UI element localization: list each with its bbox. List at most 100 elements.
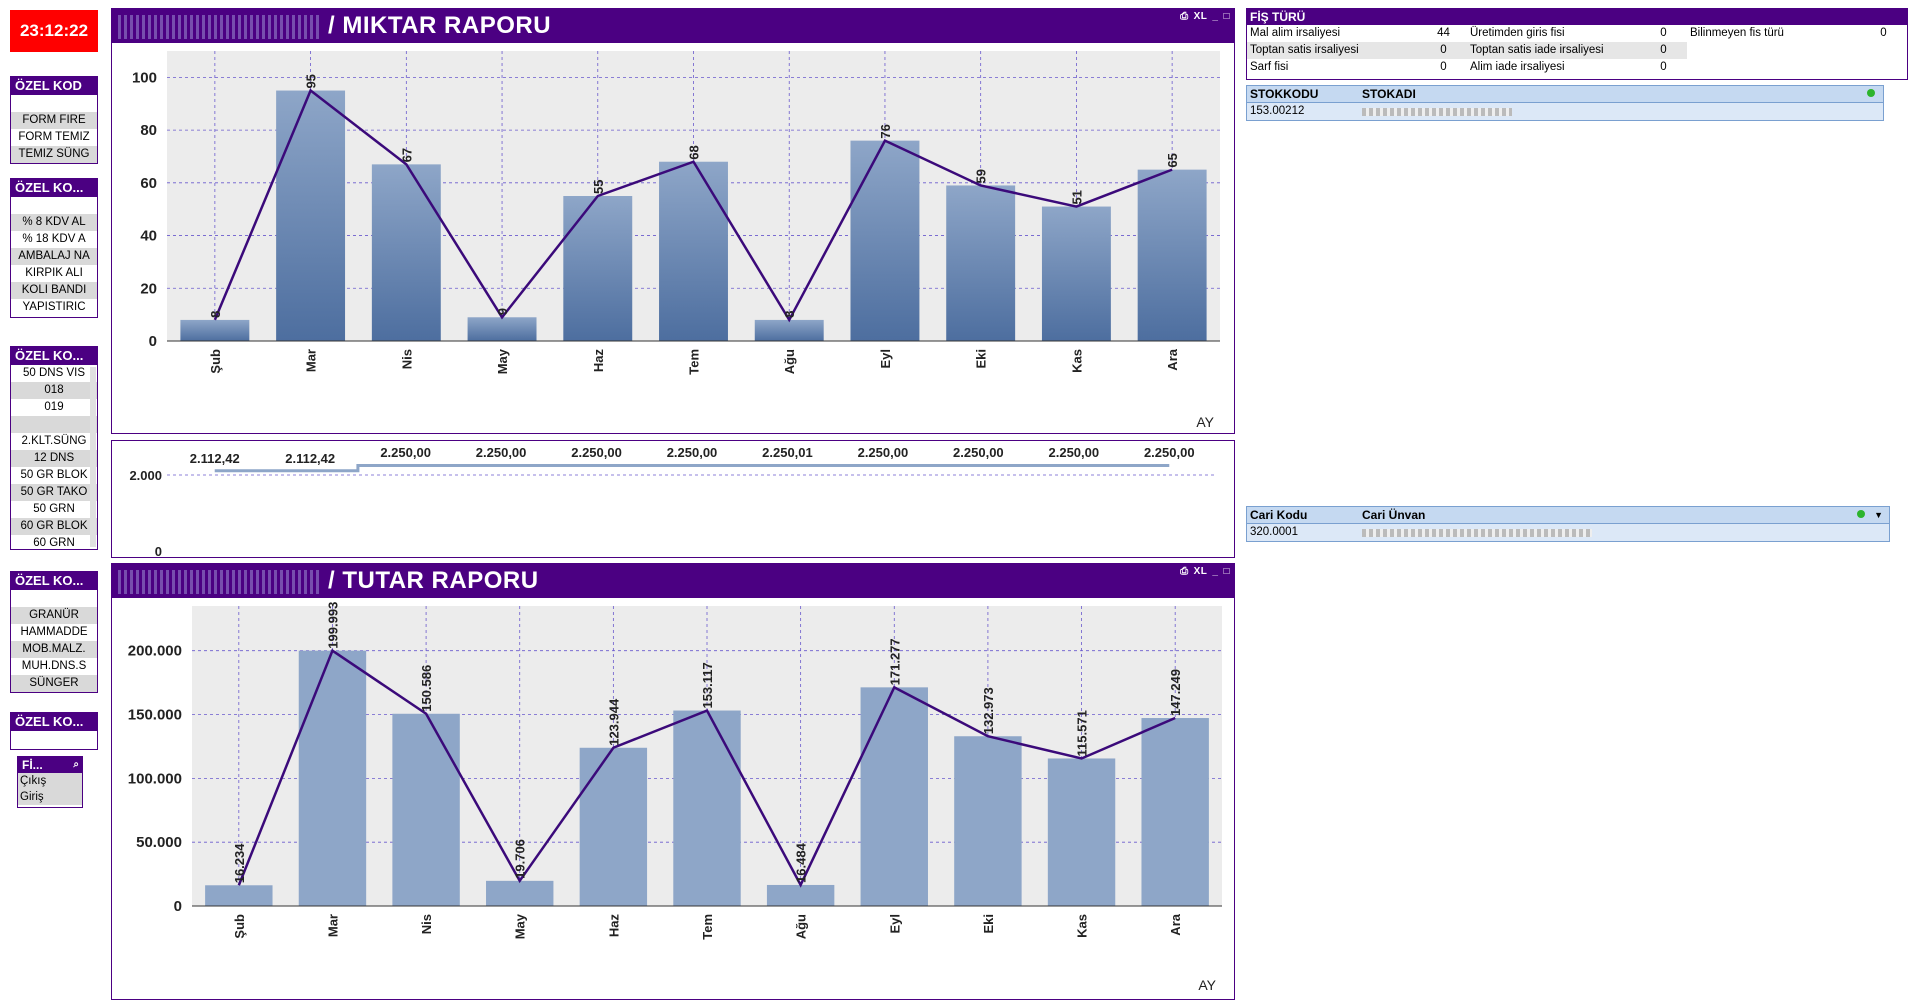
list-item[interactable]: Giriş (18, 789, 82, 805)
category-label: Eki (974, 349, 989, 369)
data-label: 115.571 (1075, 710, 1090, 756)
category-label: Kas (1075, 914, 1090, 938)
fis-type-count[interactable]: 0 (1857, 25, 1907, 42)
table-row[interactable]: 153.00212 (1246, 103, 1884, 121)
list-item[interactable] (11, 731, 97, 748)
list-item[interactable] (11, 197, 97, 214)
column-header-stokkodu[interactable]: STOKKODU (1250, 87, 1319, 101)
data-label: 16.234 (232, 843, 247, 884)
bar-Mar (298, 650, 367, 906)
category-label: Ağu (782, 349, 797, 374)
list-item[interactable]: AMBALAJ NA (11, 248, 97, 265)
table-row[interactable]: 320.0001 (1246, 524, 1890, 542)
fis-type-label[interactable] (1687, 42, 1857, 59)
list-item[interactable]: Çıkış (18, 773, 82, 789)
fis-type-count[interactable] (1857, 59, 1907, 76)
fis-type-label[interactable]: Mal alim irsaliyesi (1247, 25, 1417, 42)
listbox-ozel-kod-5[interactable]: ÖZEL KO... (10, 712, 98, 750)
chevron-down-icon[interactable]: ▼ (1874, 510, 1883, 520)
list-item[interactable]: 50 GR BLOK (11, 467, 97, 484)
list-item[interactable]: KOLI BANDI (11, 282, 97, 299)
bar-Mar (276, 90, 346, 341)
trend-line (237, 648, 1176, 888)
category-label: Kas (1069, 349, 1084, 373)
print-icon[interactable]: ⎙ (1180, 11, 1189, 22)
list-item[interactable]: YAPISTIRIC (11, 299, 97, 316)
list-item[interactable]: TEMIZ SÜNG (11, 146, 97, 163)
column-header-cari-kodu[interactable]: Cari Kodu (1250, 508, 1308, 522)
list-item[interactable]: 50 DNS VIS (23, 367, 85, 379)
list-item[interactable]: 60 GR BLOK (11, 518, 97, 535)
fis-type-count[interactable]: 0 (1637, 25, 1687, 42)
column-header-cari-unvan[interactable]: Cari Ünvan ▼ (1362, 508, 1883, 522)
list-item[interactable]: 50 GRN (11, 501, 97, 518)
list-item[interactable]: 60 GRN (11, 535, 97, 549)
fis-type-label[interactable]: Alim iade irsaliyesi (1467, 59, 1637, 76)
list-item[interactable] (11, 590, 97, 607)
listbox-ozel-kod-2[interactable]: ÖZEL KO... % 8 KDV AL % 18 KDV A AMBALAJ… (10, 178, 98, 318)
fis-type-label[interactable]: Sarf fisi (1247, 59, 1417, 76)
listbox-title: ÖZEL KO... (11, 179, 97, 197)
list-item[interactable]: SÜNGER (11, 675, 97, 692)
y-tick-label: 100 (132, 69, 157, 86)
listbox-ozel-kod-3[interactable]: ÖZEL KO... 50 DNS VIS 018 019 2.KLT.SÜNG… (10, 346, 98, 550)
list-item[interactable] (11, 95, 97, 112)
list-item[interactable]: 12 DNS (11, 450, 97, 467)
column-header-stokadi[interactable]: STOKADI (1359, 86, 1883, 102)
fis-type-label[interactable]: Üretimden giris fisi (1467, 25, 1637, 42)
bar-Haz (563, 196, 633, 341)
list-item[interactable]: FORM TEMIZ (11, 129, 97, 146)
unit-price-panel: 2.000 0 2.112,42 2.112,42 2.250,00 2.250,00 2.… (111, 440, 1235, 559)
bar-Eyl (850, 140, 920, 341)
minimize-button[interactable]: _ (1212, 566, 1219, 577)
list-item[interactable]: MOB.MALZ. (11, 641, 97, 658)
list-item[interactable]: KIRPIK ALI (11, 265, 97, 282)
data-label: 2.250,00 (380, 445, 431, 460)
fis-type-count[interactable]: 0 (1637, 42, 1687, 59)
list-item[interactable]: GRANÜR (11, 607, 97, 624)
list-item[interactable]: 2.KLT.SÜNG (11, 433, 97, 450)
miktar-chart: 0 20 40 60 80 100 8 Şub 95 Mar 67 Nis 9 May 55 Haz 68 Tem… (132, 51, 1220, 430)
bar-Kas (1047, 758, 1116, 906)
list-item[interactable] (11, 416, 97, 433)
data-label: 2.250,00 (1144, 445, 1195, 460)
list-item[interactable]: 018 (11, 382, 97, 399)
list-item[interactable]: % 8 KDV AL (11, 214, 97, 231)
list-item[interactable]: 019 (11, 399, 97, 416)
maximize-button[interactable]: □ (1223, 11, 1230, 22)
listbox-fis[interactable]: Fİ... ⌕ Çıkış Giriş (17, 756, 83, 808)
list-item[interactable]: FORM FIRE (11, 112, 97, 129)
list-item[interactable]: MUH.DNS.S (11, 658, 97, 675)
category-label: Şub (232, 914, 247, 939)
maximize-button[interactable]: □ (1223, 566, 1230, 577)
cell-cari-unvan (1359, 524, 1889, 541)
print-icon[interactable]: ⎙ (1180, 566, 1189, 577)
fis-type-count[interactable]: 0 (1417, 59, 1467, 76)
fis-type-count[interactable]: 0 (1637, 59, 1687, 76)
y-tick-label: 0 (155, 544, 162, 557)
data-label: 2.112,42 (285, 451, 335, 466)
xl-export-button[interactable]: XL (1193, 566, 1208, 577)
listbox-ozel-kod-1[interactable]: ÖZEL KOD FORM FIRE FORM TEMIZ TEMIZ SÜNG (10, 76, 98, 164)
listbox-ozel-kod-4[interactable]: ÖZEL KO... GRANÜR HAMMADDE MOB.MALZ. MUH… (10, 571, 98, 693)
data-label: 59 (974, 169, 989, 183)
bar-Tem (659, 161, 728, 341)
xl-export-button[interactable]: XL (1193, 11, 1208, 22)
category-label: Eyl (878, 349, 893, 369)
list-item[interactable]: 50 GR TAKO (11, 484, 97, 501)
fis-type-count[interactable] (1857, 42, 1907, 59)
fis-type-count[interactable]: 44 (1417, 25, 1467, 42)
data-label: 2.250,00 (667, 445, 718, 460)
fis-type-label[interactable]: Bilinmeyen fis türü (1687, 25, 1857, 42)
y-tick-label: 0 (174, 898, 182, 915)
listbox-title: ÖZEL KO... (11, 347, 97, 365)
search-icon[interactable]: ⌕ (73, 759, 79, 770)
fis-type-count[interactable]: 0 (1417, 42, 1467, 59)
list-item[interactable]: % 18 KDV A (11, 231, 97, 248)
fis-type-label[interactable] (1687, 59, 1857, 76)
list-item[interactable]: HAMMADDE (11, 624, 97, 641)
fis-type-label[interactable]: Toptan satis iade irsaliyesi (1467, 42, 1637, 59)
minimize-button[interactable]: _ (1212, 11, 1219, 22)
fis-type-label[interactable]: Toptan satis irsaliyesi (1247, 42, 1417, 59)
listbox-scrollbar[interactable] (90, 367, 96, 547)
